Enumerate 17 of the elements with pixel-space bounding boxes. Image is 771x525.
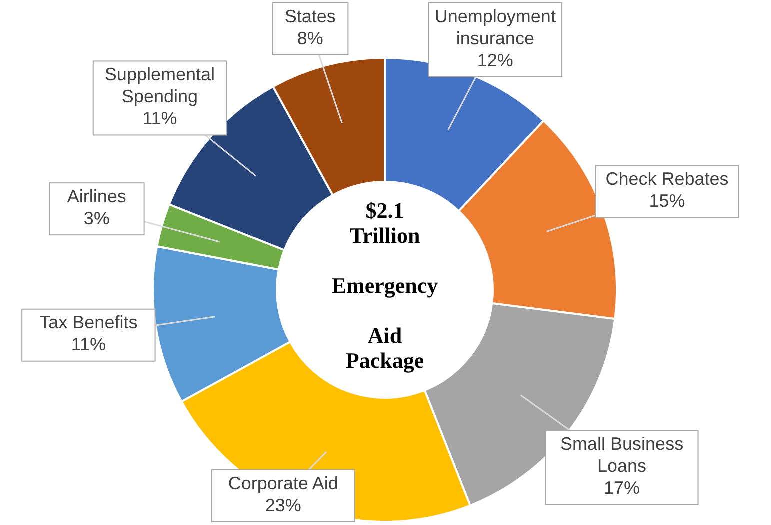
data-label: 8% xyxy=(297,28,324,48)
slice-label: Airlines xyxy=(67,186,126,206)
slice-label: Supplemental Spending xyxy=(104,64,216,107)
slice-label: Corporate Aid xyxy=(228,473,338,494)
data-label: 23% xyxy=(265,495,302,516)
text: $2.1 Trillion Emergency Aid Package xyxy=(332,198,438,373)
data-label: 3% xyxy=(84,208,110,228)
slice-label: Unemployment insurance xyxy=(434,6,556,48)
data-label: 12% xyxy=(477,50,514,70)
slice-label: States xyxy=(284,6,336,26)
slice-label: Small Business Loans xyxy=(560,434,684,476)
data-label: 11% xyxy=(71,334,106,355)
slice-label: Check Rebates xyxy=(606,169,729,190)
data-label: 11% xyxy=(142,108,178,129)
slice-label: Tax Benefits xyxy=(40,312,138,333)
data-label: 17% xyxy=(604,478,640,498)
data-label: 15% xyxy=(649,191,686,212)
